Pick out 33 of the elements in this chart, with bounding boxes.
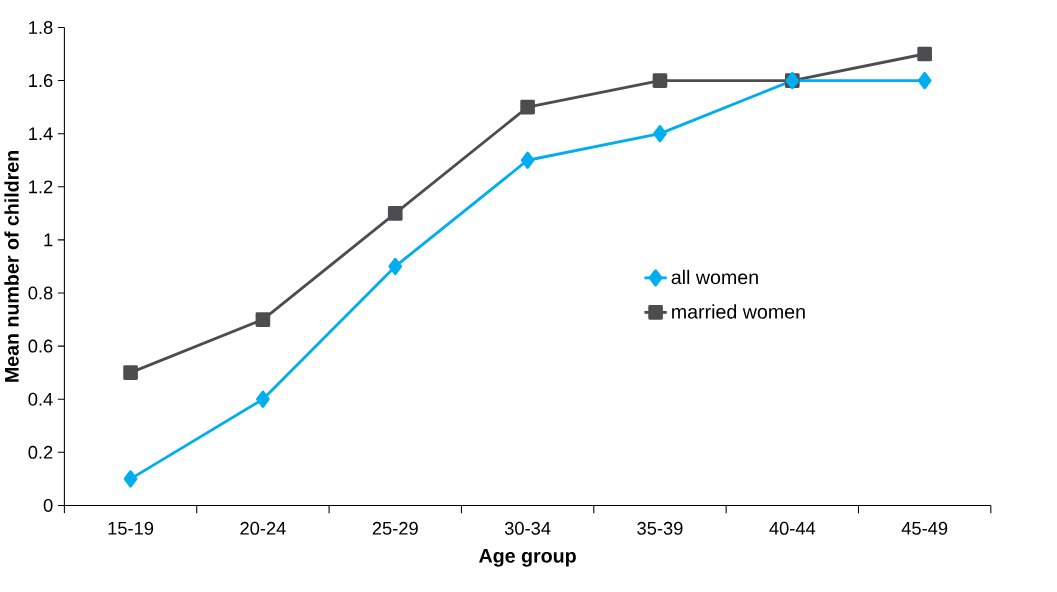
y-tick-label: 0.2	[28, 445, 53, 459]
point	[652, 73, 668, 89]
point	[256, 390, 270, 408]
x-tick-label: 25-29	[372, 521, 418, 535]
y-tick-label: 1.6	[29, 74, 53, 88]
point	[255, 312, 271, 327]
x-tick-label: 40-44	[769, 521, 816, 535]
point	[388, 257, 403, 276]
y-tick-label: 0	[43, 499, 53, 513]
y-tick-label: 0.4	[28, 392, 53, 406]
y-tick-label: 0.8	[28, 286, 53, 300]
point	[520, 151, 535, 169]
legend-label: all women	[671, 269, 758, 285]
y-tick-label: 1	[44, 233, 53, 247]
y-axis-title: Mean number of children	[4, 151, 19, 382]
y-tick-label: 1.2	[29, 180, 53, 194]
x-tick-label: 30-34	[504, 521, 551, 535]
point	[387, 206, 403, 221]
x-tick-label: 35-39	[637, 521, 683, 535]
x-tick-label: 20-24	[240, 521, 286, 535]
point	[917, 72, 932, 90]
point	[123, 470, 138, 488]
x-tick-label: 45-49	[901, 521, 948, 535]
y-tick-label: 1.4	[29, 127, 53, 141]
x-axis-title: Age group	[479, 549, 576, 567]
x-tick-label: 15-19	[108, 521, 154, 535]
y-tick-label: 0.6	[28, 339, 53, 353]
point	[520, 99, 535, 115]
point	[917, 46, 932, 62]
point	[123, 365, 138, 381]
legend-label: married women	[672, 304, 805, 319]
point	[653, 125, 667, 143]
y-tick-label: 1.8	[29, 21, 53, 35]
